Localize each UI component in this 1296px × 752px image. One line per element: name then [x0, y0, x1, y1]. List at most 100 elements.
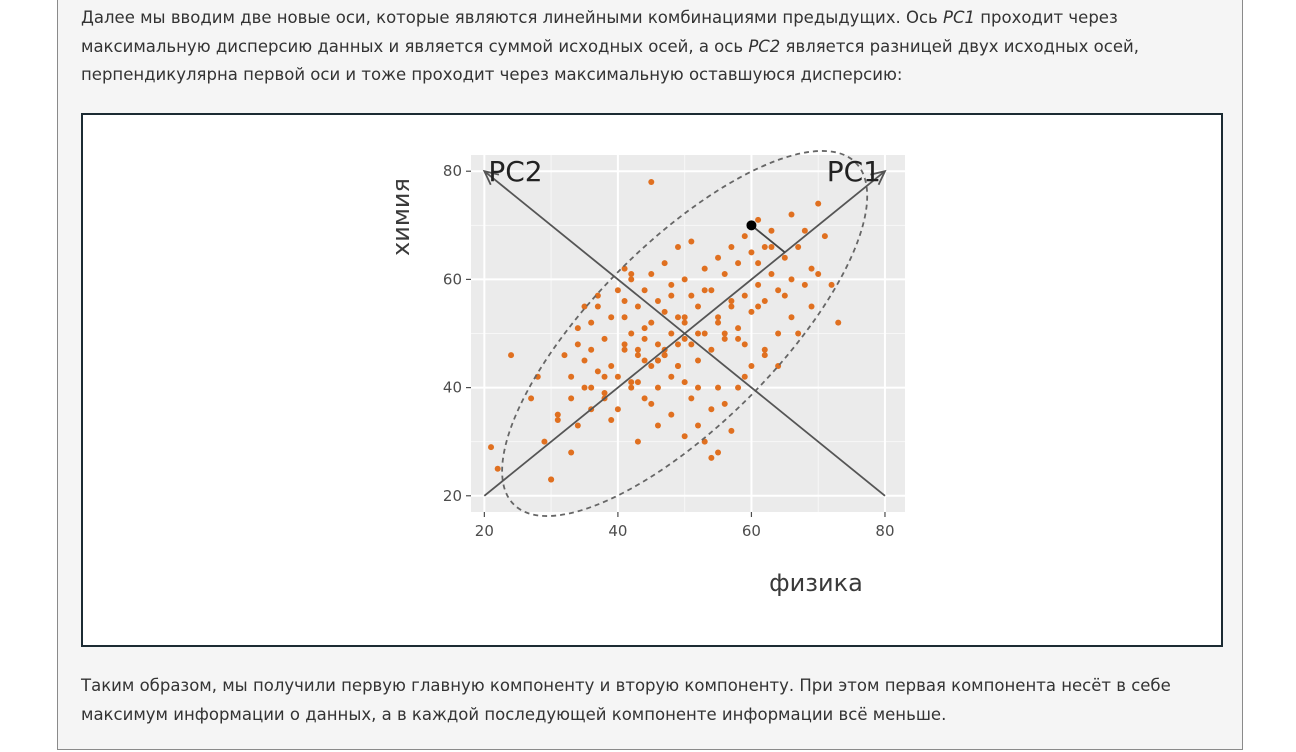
intro-text-1: Далее мы вводим две новые оси, которые я… — [81, 8, 943, 27]
x-tick-label: 60 — [742, 522, 761, 540]
data-point — [674, 362, 681, 369]
data-point — [755, 281, 762, 288]
data-point — [715, 384, 722, 391]
y-tick-label: 80 — [443, 162, 462, 180]
data-point — [628, 384, 635, 391]
data-point — [634, 346, 641, 353]
pc1-label: PC1 — [827, 155, 881, 188]
data-point — [815, 271, 822, 277]
data-point — [661, 352, 668, 359]
data-point — [701, 265, 708, 272]
data-point — [494, 465, 501, 472]
data-point — [788, 211, 795, 218]
data-point — [821, 233, 828, 240]
data-point — [708, 287, 715, 294]
grid-lines — [471, 155, 905, 512]
data-point — [581, 384, 588, 391]
data-point — [488, 444, 495, 451]
data-point — [668, 373, 675, 380]
data-point — [748, 249, 755, 256]
pca-figure: 20 40 60 80 20 40 60 80 PC1 PC2 физика химия — [81, 113, 1223, 647]
data-point — [634, 379, 641, 386]
data-point — [781, 254, 788, 261]
pc2-axis-line — [483, 170, 886, 497]
data-point — [541, 438, 548, 445]
data-point — [641, 287, 648, 294]
data-point — [654, 298, 661, 305]
data-point — [608, 417, 615, 424]
data-point — [614, 287, 621, 294]
data-point — [614, 406, 621, 413]
data-point — [708, 406, 715, 413]
data-point — [755, 216, 762, 223]
data-point — [568, 373, 575, 380]
data-point — [808, 303, 815, 310]
data-point — [668, 281, 675, 288]
data-point — [628, 271, 635, 277]
data-point — [681, 314, 688, 321]
data-point — [641, 395, 648, 402]
data-point — [654, 384, 661, 391]
data-point — [634, 303, 641, 310]
data-point — [708, 346, 715, 353]
data-point — [775, 287, 782, 294]
data-point — [715, 254, 722, 261]
data-point — [768, 243, 775, 250]
pc2-arrowhead — [482, 169, 500, 186]
data-point — [735, 335, 742, 342]
data-point — [835, 319, 842, 326]
data-point — [621, 346, 628, 353]
x-tick-label: 40 — [608, 522, 627, 540]
data-point — [815, 200, 822, 207]
data-point — [708, 454, 715, 461]
data-point — [601, 390, 608, 396]
data-point — [741, 373, 748, 380]
y-tick-label: 60 — [443, 270, 462, 288]
data-point — [728, 303, 735, 310]
data-point — [621, 298, 628, 305]
data-point — [648, 271, 655, 277]
data-point — [695, 357, 702, 364]
data-point — [654, 422, 661, 429]
data-point — [681, 319, 688, 326]
data-point — [755, 303, 762, 310]
data-point — [634, 438, 641, 445]
data-point — [748, 362, 755, 369]
pc1-arrowhead — [870, 169, 887, 186]
data-point — [688, 341, 695, 348]
data-point — [641, 325, 648, 332]
data-point — [508, 352, 515, 359]
intro-pc1-term: PC1 — [943, 8, 975, 27]
data-point — [594, 303, 601, 310]
data-point — [701, 438, 708, 445]
data-point — [594, 292, 601, 299]
data-point — [661, 260, 668, 267]
data-point — [715, 449, 722, 456]
data-point — [594, 368, 601, 375]
content-card: Далее мы вводим две новые оси, которые я… — [57, 0, 1243, 750]
data-point — [735, 325, 742, 332]
intro-text-3: является разницей двух исходных осей, пе… — [81, 36, 1139, 85]
data-point — [695, 303, 702, 310]
data-point — [728, 243, 735, 250]
data-point — [761, 346, 768, 353]
data-point — [674, 341, 681, 348]
y-axis-title: химия — [387, 178, 415, 256]
data-point — [528, 395, 535, 402]
x-tick-label: 80 — [875, 522, 894, 540]
data-point — [648, 400, 655, 407]
data-point — [601, 335, 608, 342]
data-point — [674, 314, 681, 321]
data-point — [621, 265, 628, 272]
pca-scatter-chart: 20 40 60 80 20 40 60 80 PC1 PC2 физика химия — [387, 150, 905, 597]
data-point — [681, 433, 688, 440]
data-point — [668, 292, 675, 299]
data-point — [588, 319, 595, 326]
axis-ticks: 20 40 60 80 20 40 60 80 — [443, 162, 895, 540]
data-point — [608, 362, 615, 369]
data-point — [728, 427, 735, 434]
data-point — [588, 384, 595, 391]
data-point — [721, 330, 728, 337]
data-point — [695, 384, 702, 391]
data-point — [755, 260, 762, 267]
